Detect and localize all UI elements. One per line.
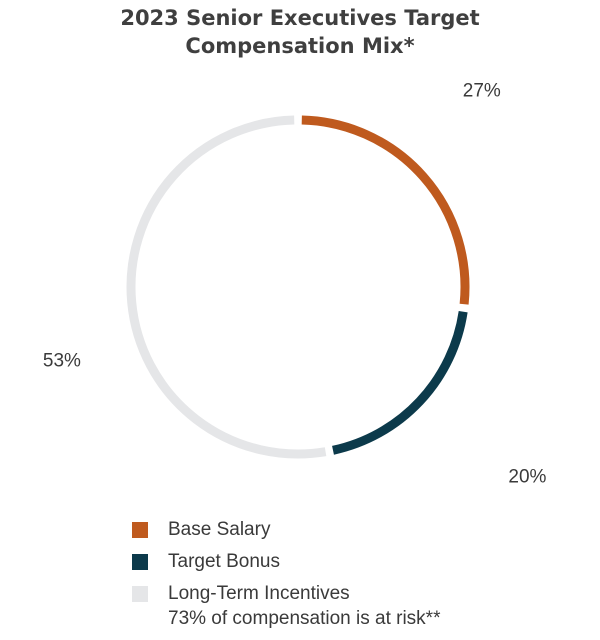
legend-swatch-base-salary (132, 522, 148, 538)
legend-item-long-term-incentives: Long-Term Incentives (132, 578, 350, 610)
donut-arcs (126, 115, 470, 459)
legend-label-long-term-incentives: Long-Term Incentives (168, 583, 350, 604)
chart-title: 2023 Senior Executives Target Compensati… (0, 4, 600, 60)
legend-swatch-long-term-incentives (132, 586, 148, 602)
value-label-long-term-incentives: 53% (43, 350, 81, 371)
legend-item-base-salary: Base Salary (132, 514, 350, 546)
value-label-base-salary: 27% (463, 80, 501, 101)
legend-label-target-bonus: Target Bonus (168, 551, 280, 572)
legend-label-base-salary: Base Salary (168, 519, 271, 540)
value-label-target-bonus: 20% (508, 466, 546, 487)
chart-legend: Base Salary Target Bonus Long-Term Incen… (132, 514, 350, 610)
legend-swatch-target-bonus (132, 554, 148, 570)
donut-value-labels: 27% 20% 53% (43, 80, 547, 487)
donut-segment-target-bonus (332, 311, 468, 455)
legend-item-target-bonus: Target Bonus (132, 546, 350, 578)
donut-segment-base-salary (301, 115, 470, 305)
chart-title-line-1: 2023 Senior Executives Target (120, 6, 480, 30)
donut-segment-long-term-incentives (126, 115, 327, 459)
at-risk-note: 73% of compensation is at risk** (168, 608, 441, 629)
chart-title-line-2: Compensation Mix* (185, 34, 415, 58)
